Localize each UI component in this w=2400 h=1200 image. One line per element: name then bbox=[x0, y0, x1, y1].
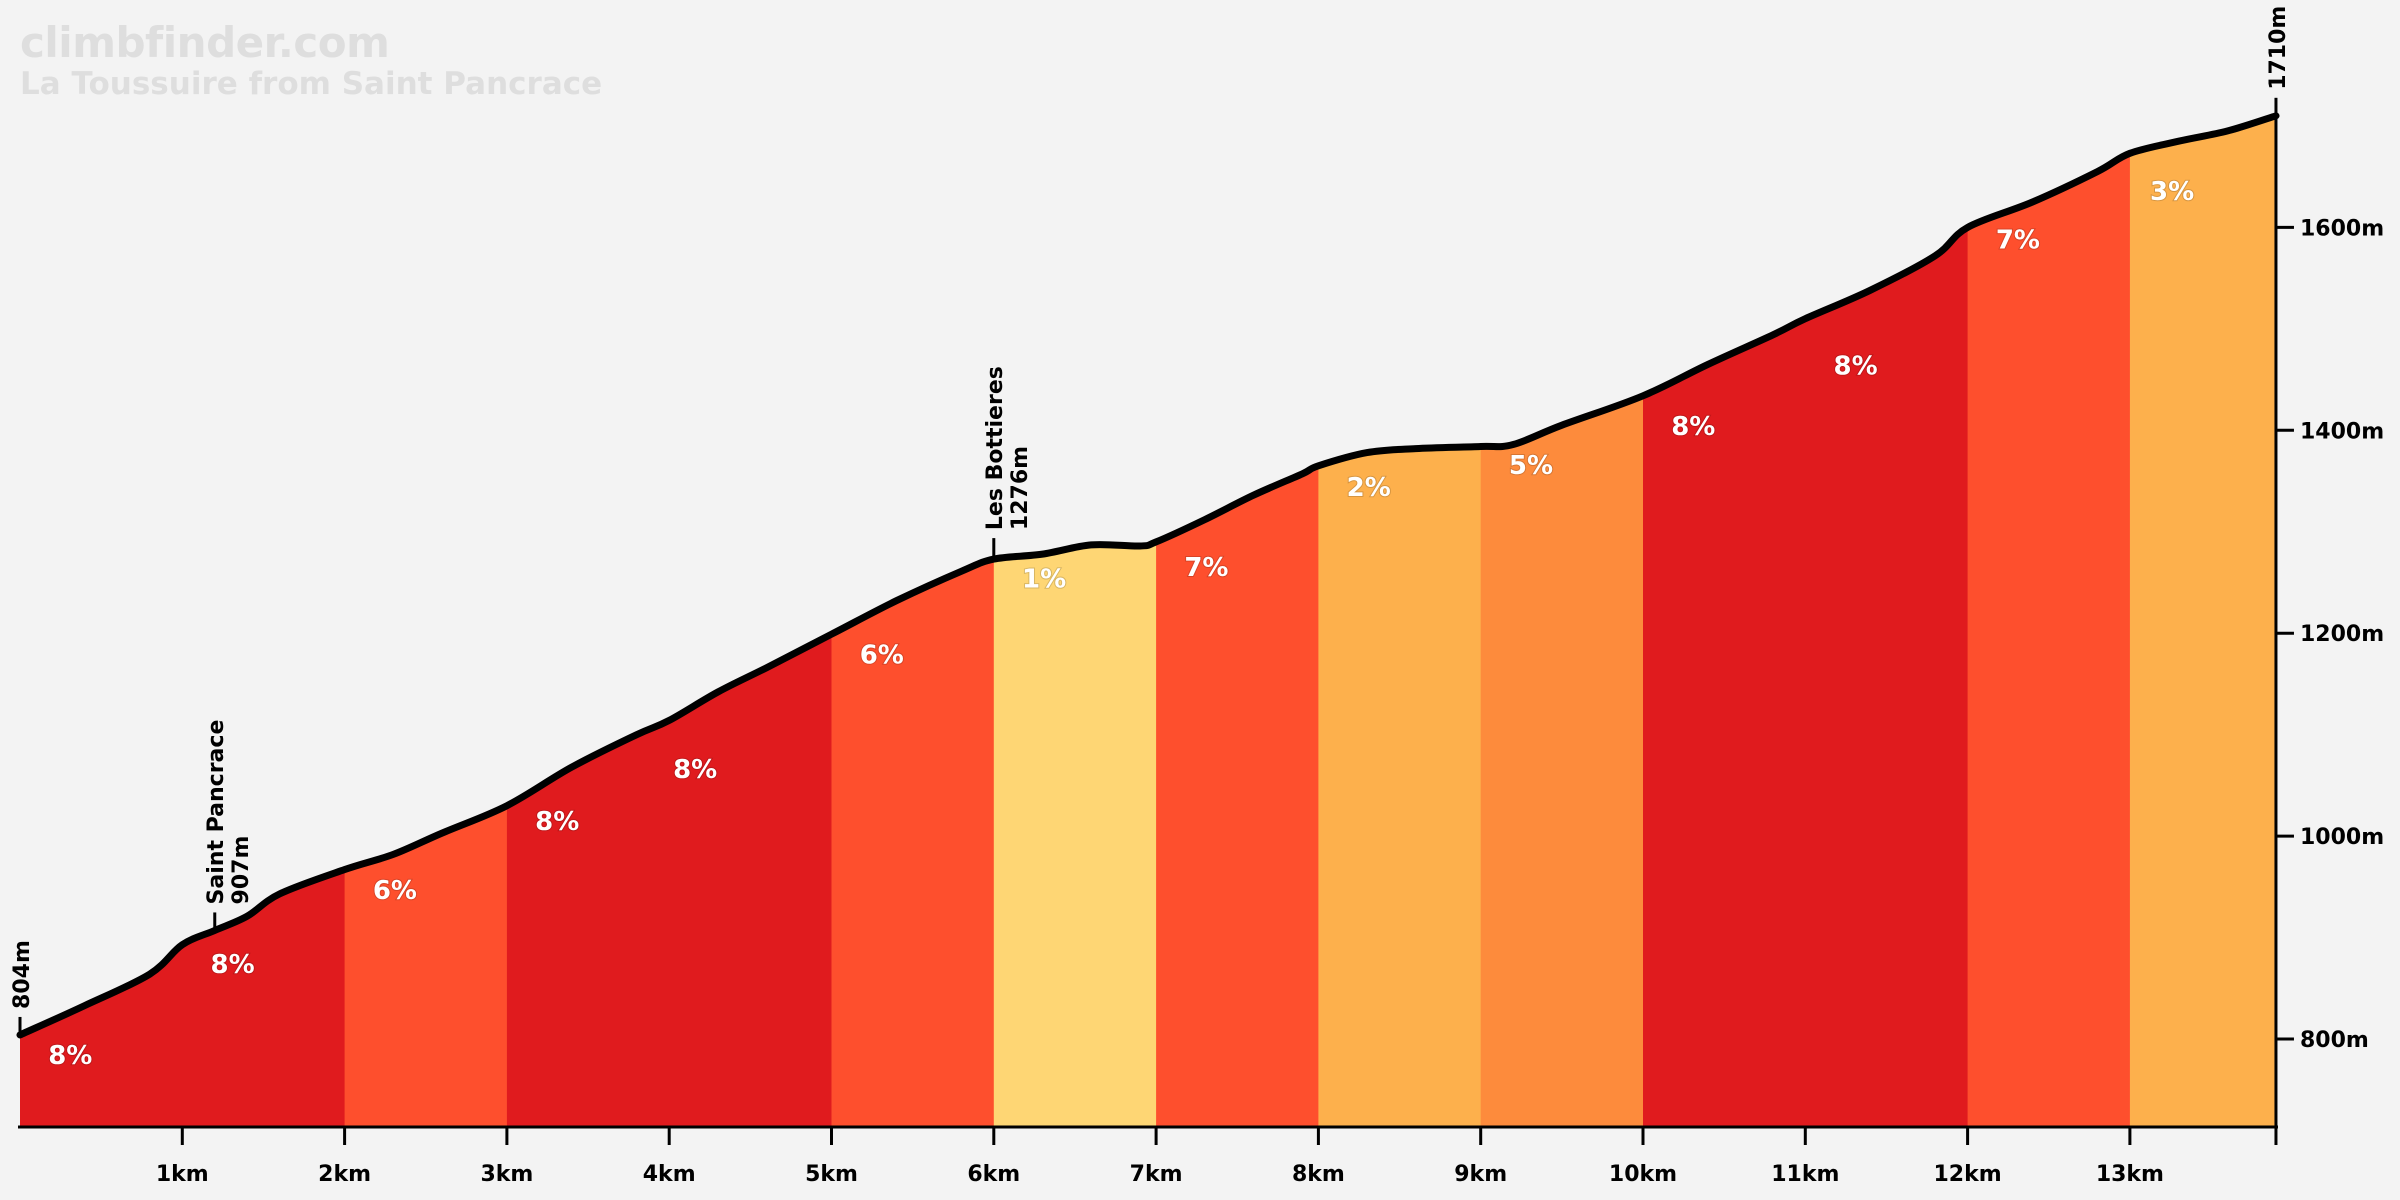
grade-label: 6% bbox=[860, 640, 904, 670]
grade-label: 3% bbox=[2150, 177, 2194, 207]
grade-segment bbox=[506, 115, 832, 1127]
y-tick-label: 1400m bbox=[2300, 419, 2384, 444]
grade-label: 8% bbox=[48, 1041, 92, 1071]
grade-segment bbox=[1480, 115, 1644, 1127]
poi-elevation: 1276m bbox=[1008, 446, 1033, 530]
grade-label: 7% bbox=[1184, 553, 1228, 583]
x-tick-label: 6km bbox=[967, 1162, 1020, 1187]
y-tick-label: 1200m bbox=[2300, 622, 2384, 647]
grade-segment bbox=[1643, 115, 1969, 1127]
x-tick-label: 8km bbox=[1292, 1162, 1345, 1187]
grade-segment bbox=[20, 115, 346, 1127]
poi-elevation: 804m bbox=[10, 940, 35, 1009]
grade-label: 8% bbox=[535, 807, 579, 837]
site-brand: climbfinder.com bbox=[20, 18, 390, 67]
x-tick-label: 5km bbox=[805, 1162, 858, 1187]
y-axis: 800m 1000m 1200m 1400m 1600m bbox=[2274, 115, 2384, 1127]
x-tick-label: 7km bbox=[1130, 1162, 1183, 1187]
grade-segments bbox=[20, 115, 2276, 1127]
poi-name: Saint Pancrace bbox=[204, 720, 229, 905]
grade-label: 8% bbox=[673, 755, 717, 785]
grade-label: 2% bbox=[1347, 473, 1391, 503]
x-tick-label: 3km bbox=[480, 1162, 533, 1187]
grade-labels: 8% 8% 6% 8% 8% 6% 1% 7% 2% 5% 8% 8% 7% 3% bbox=[47, 176, 2195, 1072]
grade-segment bbox=[344, 115, 508, 1127]
grade-segment bbox=[1318, 115, 1482, 1127]
y-tick-label: 1000m bbox=[2300, 825, 2384, 850]
x-tick-label: 10km bbox=[1609, 1162, 1677, 1187]
poi-name: Les Bottieres bbox=[983, 366, 1008, 530]
poi-elevation: 1710m bbox=[2266, 6, 2291, 90]
grade-label: 8% bbox=[1671, 412, 1715, 442]
grade-segment bbox=[831, 115, 995, 1127]
grade-segment bbox=[1156, 115, 1319, 1127]
x-axis: 1km 2km 3km 4km 5km 6km 7km 8km 9km 10km 11km 12km 1… bbox=[18, 1125, 2278, 1187]
grade-label: 8% bbox=[1834, 351, 1878, 381]
grade-label: 6% bbox=[373, 876, 417, 906]
grade-label: 1% bbox=[1022, 564, 1066, 594]
x-tick-label: 13km bbox=[2096, 1162, 2164, 1187]
grade-label: 5% bbox=[1509, 451, 1553, 481]
x-tick-label: 9km bbox=[1454, 1162, 1507, 1187]
grade-segment bbox=[1967, 115, 2131, 1127]
profile-line bbox=[16, 112, 2280, 1039]
y-tick-label: 800m bbox=[2300, 1028, 2369, 1053]
poi-elevation: 907m bbox=[229, 836, 254, 905]
grade-label: 7% bbox=[1996, 226, 2040, 256]
grade-label: 8% bbox=[211, 950, 255, 980]
grade-segment bbox=[2129, 115, 2276, 1127]
x-tick-label: 11km bbox=[1771, 1162, 1839, 1187]
x-tick-label: 4km bbox=[643, 1162, 696, 1187]
x-tick-label: 12km bbox=[1934, 1162, 2002, 1187]
y-tick-label: 1600m bbox=[2300, 216, 2384, 241]
x-tick-label: 1km bbox=[156, 1162, 209, 1187]
x-tick-label: 2km bbox=[318, 1162, 371, 1187]
grade-segment bbox=[993, 115, 1157, 1127]
points-of-interest: 804m Saint Pancrace 907m Les Bottieres 1276m… bbox=[10, 6, 2291, 1035]
climb-title: La Toussuire from Saint Pancrace bbox=[20, 66, 603, 102]
